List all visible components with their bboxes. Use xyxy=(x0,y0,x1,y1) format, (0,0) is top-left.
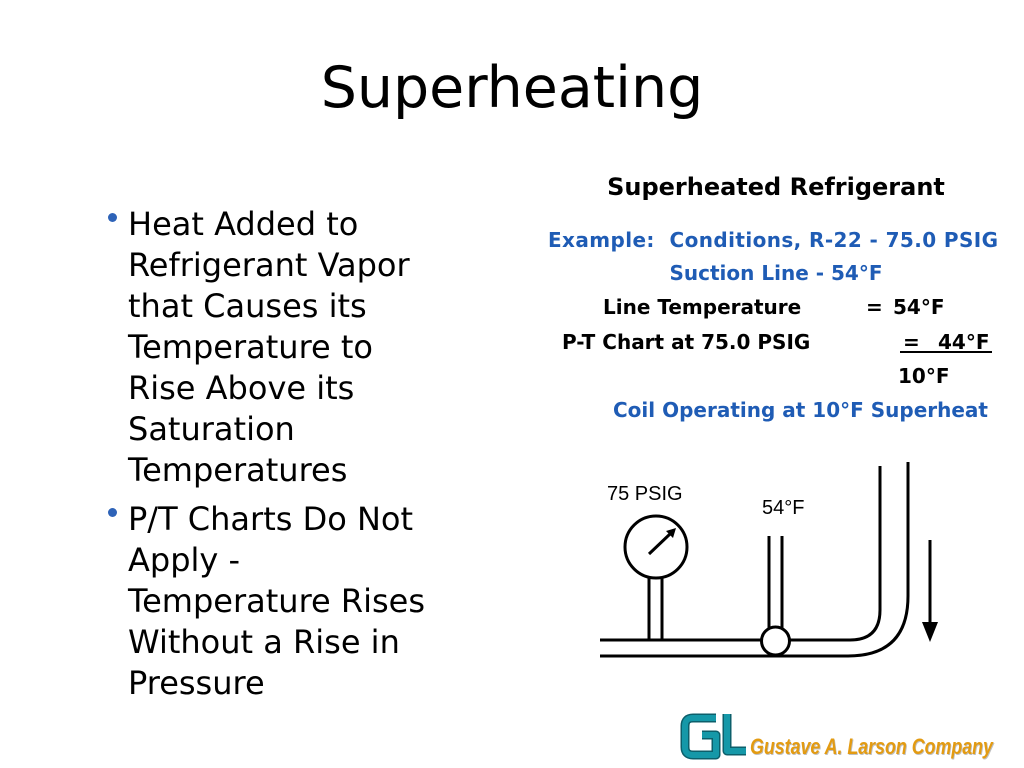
pressure-gauge-icon xyxy=(623,514,689,640)
bullet-icon xyxy=(108,508,117,517)
bullet-line: P/T Charts Do Not xyxy=(128,500,414,538)
pt-chart-label: P-T Chart at 75.0 PSIG xyxy=(562,330,811,354)
bullet-line: Temperatures xyxy=(128,451,348,489)
bullet-list: Heat Added to Refrigerant Vapor that Cau… xyxy=(108,204,468,704)
example-conditions: Example: Conditions, R-22 - 75.0 PSIG xyxy=(548,228,999,252)
company-name: Gustave A. Larson Company xyxy=(750,734,993,759)
pipe-outer-wall xyxy=(600,462,910,658)
subtraction-rule xyxy=(900,351,992,353)
bullet-icon xyxy=(108,213,117,222)
logo-l-shape xyxy=(724,714,746,754)
flow-arrow-head xyxy=(922,622,938,642)
bullet-line: Heat Added to xyxy=(128,205,359,243)
gauge-needle-head xyxy=(666,528,676,538)
flow-arrow-icon xyxy=(922,540,938,642)
gauge-label: 75 PSIG xyxy=(607,483,683,505)
line-temperature-equals: = xyxy=(866,295,883,319)
logo-g-shape xyxy=(682,715,719,758)
thermometer-bulb xyxy=(760,625,791,657)
bullet-item: P/T Charts Do Not Apply - Temperature Ri… xyxy=(108,499,468,704)
pt-chart-equals: = xyxy=(903,330,920,354)
pipe-inner-wall xyxy=(600,466,882,642)
suction-line-temperature: Suction Line - 54°F xyxy=(669,261,883,285)
superheat-difference: 10°F xyxy=(898,364,950,388)
example-heading: Superheated Refrigerant xyxy=(607,173,945,201)
bullet-line: Temperature to xyxy=(128,328,373,366)
bullet-line: Rise Above its xyxy=(128,369,355,407)
bullet-line: Temperature Rises xyxy=(128,582,426,620)
bullet-line: Refrigerant Vapor xyxy=(128,246,410,284)
example-conclusion: Coil Operating at 10°F Superheat xyxy=(613,398,988,422)
bullet-line: Saturation xyxy=(128,410,295,448)
suction-pipe xyxy=(600,462,910,658)
line-temperature-label: Line Temperature xyxy=(603,295,802,319)
pt-chart-value: 44°F xyxy=(938,330,990,354)
bullet-line: Without a Rise in xyxy=(128,623,400,661)
company-logo-icon xyxy=(680,713,746,760)
thermometer-label: 54°F xyxy=(762,497,804,519)
superheat-diagram: 75 PSIG 54°F xyxy=(600,462,938,658)
bullet-item: Heat Added to Refrigerant Vapor that Cau… xyxy=(108,204,468,491)
bullet-line: that Causes its xyxy=(128,287,367,325)
bullet-line: Apply - xyxy=(128,541,241,579)
bullet-line: Pressure xyxy=(128,664,265,702)
thermometer-icon xyxy=(760,536,791,657)
slide-title: Superheating xyxy=(320,55,704,121)
line-temperature-value: 54°F xyxy=(893,295,945,319)
gauge-needle xyxy=(647,532,672,556)
